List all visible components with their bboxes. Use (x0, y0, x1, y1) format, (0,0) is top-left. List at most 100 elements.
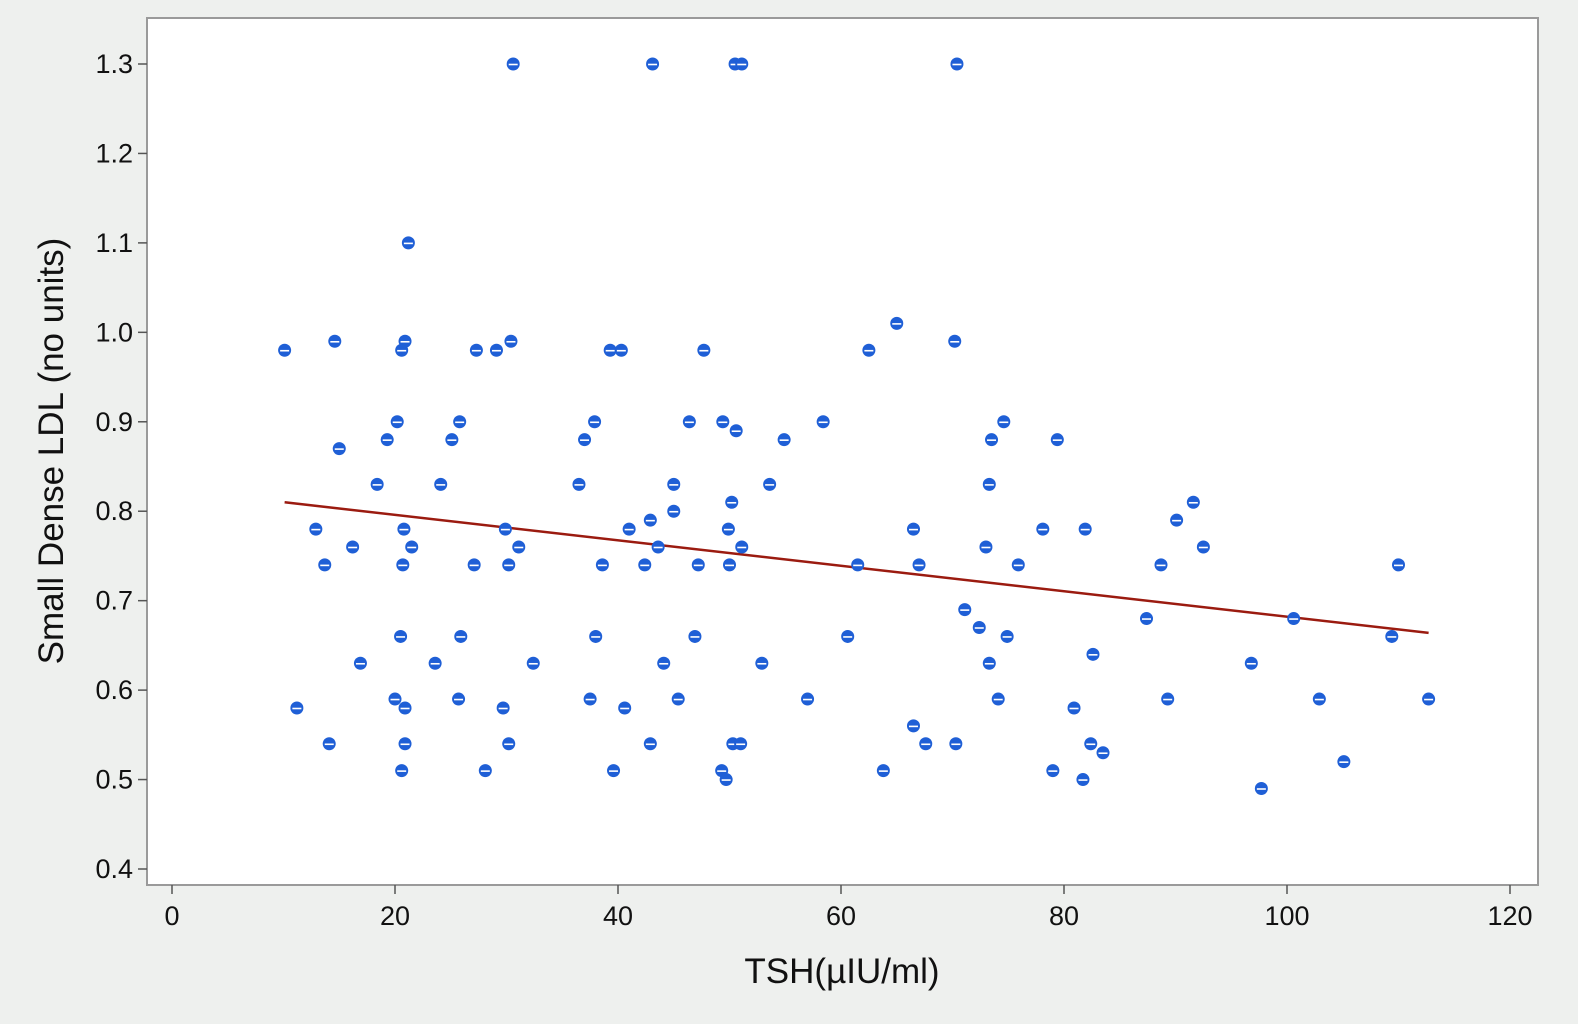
data-point (328, 334, 342, 348)
data-point (390, 415, 404, 429)
data-point (395, 764, 409, 778)
data-point (1078, 522, 1092, 536)
data-point (719, 773, 733, 787)
data-point (801, 692, 815, 706)
data-point (777, 433, 791, 447)
data-point (370, 477, 384, 491)
y-tick-label: 0.7 (95, 586, 133, 616)
data-point (396, 558, 410, 572)
data-point (1161, 692, 1175, 706)
data-point (572, 477, 586, 491)
data-point (452, 692, 466, 706)
data-point (353, 656, 367, 670)
data-point (643, 513, 657, 527)
data-point (735, 540, 749, 554)
y-tick-label: 0.9 (95, 407, 133, 437)
y-tick-label: 0.5 (95, 765, 133, 795)
data-point (651, 540, 665, 554)
points-layer (278, 57, 1436, 795)
data-point (618, 701, 632, 715)
data-point (643, 737, 657, 751)
data-point (428, 656, 442, 670)
data-point (1050, 433, 1064, 447)
data-point (948, 334, 962, 348)
data-point (445, 433, 459, 447)
data-point (322, 737, 336, 751)
data-point (876, 764, 890, 778)
data-point (1186, 495, 1200, 509)
y-axis: 0.4 0.5 0.6 0.7 0.8 0.9 1.0 1.1 1.2 1.3 (95, 49, 147, 884)
data-point (890, 316, 904, 330)
data-point (723, 558, 736, 572)
data-point (1254, 782, 1268, 795)
y-tick-label: 0.8 (95, 496, 133, 526)
data-point (467, 558, 481, 572)
data-point (398, 334, 412, 348)
data-point (862, 343, 876, 357)
x-tick-label: 120 (1487, 901, 1532, 931)
data-point (380, 433, 394, 447)
data-point (622, 522, 636, 536)
data-point (729, 424, 743, 438)
data-point (1392, 558, 1405, 572)
data-point (309, 522, 323, 536)
data-point (1154, 558, 1168, 572)
data-point (1084, 737, 1098, 751)
data-point (725, 495, 739, 509)
data-point (398, 737, 412, 751)
data-point (388, 692, 402, 706)
data-point (1312, 692, 1326, 706)
data-point (397, 522, 411, 536)
data-point (1000, 629, 1014, 643)
data-point (1086, 647, 1100, 661)
data-point (1170, 513, 1184, 527)
data-point (912, 558, 926, 572)
data-point (721, 522, 735, 536)
data-point (979, 540, 993, 554)
data-point (614, 343, 628, 357)
data-point (290, 701, 304, 715)
data-point (504, 334, 518, 348)
data-point (716, 415, 730, 429)
x-axis-title: TSH(µIU/ml) (744, 952, 939, 991)
data-point (734, 737, 748, 751)
data-point (950, 57, 964, 71)
data-point (469, 343, 483, 357)
data-point (997, 415, 1011, 429)
y-tick-label: 1.0 (95, 317, 133, 347)
y-tick-label: 1.3 (95, 49, 133, 79)
x-tick-label: 20 (380, 901, 410, 931)
x-tick-label: 40 (603, 901, 633, 931)
data-point (1244, 656, 1258, 670)
data-point (1422, 692, 1436, 706)
data-point (985, 433, 999, 447)
data-point (512, 540, 526, 554)
data-point (949, 737, 963, 751)
data-point (401, 236, 415, 250)
data-point (506, 57, 520, 71)
data-point (1140, 612, 1154, 626)
data-point (958, 603, 972, 617)
data-point (646, 57, 660, 71)
data-point (1076, 773, 1090, 787)
y-tick-label: 1.2 (95, 138, 133, 168)
data-point (906, 522, 920, 536)
data-point (578, 433, 592, 447)
data-point (595, 558, 609, 572)
data-point (735, 57, 749, 71)
data-point (278, 343, 292, 357)
x-axis: 0 20 40 60 80 100 120 (164, 885, 1533, 931)
data-point (657, 656, 671, 670)
data-point (583, 692, 597, 706)
data-point (318, 558, 332, 572)
data-point (906, 719, 920, 733)
data-point (1046, 764, 1060, 778)
data-point (982, 477, 996, 491)
data-point (589, 629, 603, 643)
data-point (691, 558, 705, 572)
data-point (496, 701, 510, 715)
data-point (972, 621, 986, 634)
plot-area (146, 17, 1539, 886)
